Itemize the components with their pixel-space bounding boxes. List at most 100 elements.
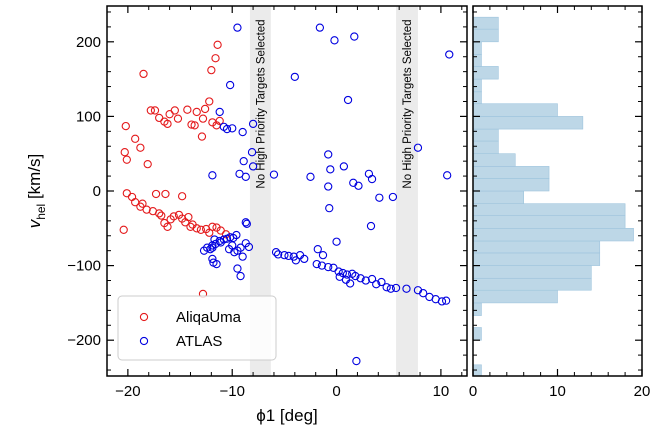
aliqauma-point xyxy=(212,223,221,232)
atlas-point xyxy=(306,172,315,181)
atlas-point xyxy=(345,279,355,288)
atlas-point xyxy=(356,274,365,283)
atlas-point xyxy=(419,289,428,298)
aliqauma-point xyxy=(139,69,148,79)
aliqauma-point xyxy=(146,106,155,115)
histogram-bar xyxy=(472,66,499,80)
aliqauma-point xyxy=(186,222,195,231)
atlas-point xyxy=(241,172,250,181)
histogram-bar xyxy=(472,240,601,254)
histogram-bar xyxy=(472,28,499,43)
aliqauma-point xyxy=(211,54,220,63)
atlas-point xyxy=(216,238,225,247)
atlas-point xyxy=(377,277,386,287)
gap-band-1 xyxy=(396,6,418,376)
atlas-point xyxy=(242,219,251,228)
atlas-point xyxy=(222,234,232,243)
aliqauma-point xyxy=(207,66,216,75)
atlas-point xyxy=(209,258,218,267)
atlas-point xyxy=(375,193,384,202)
atlas-point xyxy=(332,237,341,246)
histogram-bar xyxy=(472,190,525,204)
x-axis-label: ϕ1 [deg] xyxy=(256,406,318,425)
aliqauma-point xyxy=(163,119,172,129)
atlas-point xyxy=(339,162,349,171)
atlas-point xyxy=(208,254,217,264)
hist-x-tick-label: 0 xyxy=(469,383,477,400)
gap-band-label-0: No High Priority Targets Selected xyxy=(255,19,267,188)
y-label-main: v xyxy=(25,218,44,228)
atlas-point xyxy=(445,50,454,59)
histogram-bar xyxy=(472,302,482,316)
atlas-point xyxy=(388,192,398,202)
atlas-point xyxy=(413,143,423,152)
gap-band-0 xyxy=(249,6,271,376)
atlas-point xyxy=(326,165,335,174)
histogram-bar xyxy=(472,153,516,167)
aliqauma-point xyxy=(208,222,217,231)
aliqauma-point xyxy=(143,159,152,169)
gap-band-label-1: No High Priority Targets Selected xyxy=(402,19,414,188)
y-tick-label: 100 xyxy=(76,108,101,125)
atlas-point xyxy=(290,72,299,82)
atlas-point xyxy=(300,254,309,264)
aliqauma-point xyxy=(165,110,174,119)
aliqauma-point xyxy=(119,225,128,234)
aliqauma-point xyxy=(121,121,130,131)
histogram-bar xyxy=(472,215,626,229)
atlas-point xyxy=(228,124,237,133)
atlas-point xyxy=(219,122,229,131)
aliqauma-point xyxy=(142,205,151,214)
atlas-point xyxy=(334,267,343,276)
atlas-point xyxy=(367,274,377,284)
x-tick-label: −10 xyxy=(219,383,244,400)
aliqauma-point xyxy=(170,106,179,115)
aliqauma-point xyxy=(173,114,183,123)
atlas-point xyxy=(244,242,254,252)
atlas-point xyxy=(269,170,279,179)
aliqauma-point xyxy=(131,134,140,143)
y-label-subscript: hel xyxy=(34,204,48,220)
atlas-point xyxy=(236,271,245,281)
aliqauma-point xyxy=(183,105,192,114)
atlas-point xyxy=(350,32,359,41)
atlas-point xyxy=(233,23,242,32)
atlas-point xyxy=(273,250,283,259)
atlas-point xyxy=(199,246,209,255)
histogram-bar xyxy=(472,289,558,304)
y-label-unit: [km/s] xyxy=(25,154,44,204)
atlas-point xyxy=(236,243,245,252)
aliqauma-point xyxy=(205,97,214,106)
atlas-point xyxy=(215,107,224,117)
atlas-point xyxy=(324,262,333,272)
atlas-point xyxy=(329,263,338,272)
histogram-bar xyxy=(472,166,550,179)
histogram-bars xyxy=(472,16,634,377)
atlas-point xyxy=(280,251,289,260)
aliqauma-point xyxy=(122,155,131,164)
atlas-point xyxy=(241,218,250,227)
aliqauma-point xyxy=(190,121,199,130)
scatter-panel: No High Priority Targets Selected No High… xyxy=(25,5,468,425)
atlas-point xyxy=(313,245,322,254)
aliqauma-point xyxy=(163,222,172,231)
aliqauma-point xyxy=(196,225,206,234)
aliqauma-point xyxy=(161,189,170,199)
gap-bands: No High Priority Targets Selected No High… xyxy=(249,6,418,376)
x-tick-label: 10 xyxy=(433,383,450,400)
hist-x-tick-label: 10 xyxy=(549,383,566,400)
data-points xyxy=(119,23,454,366)
aliqauma-point xyxy=(221,230,231,239)
histogram-ticks: 0 10 20 xyxy=(469,6,650,400)
aliqauma-point xyxy=(197,132,207,141)
atlas-point xyxy=(238,252,247,261)
atlas-point xyxy=(284,251,293,261)
histogram-panel: 0 10 20 xyxy=(469,5,650,400)
atlas-point xyxy=(391,283,401,293)
histogram-bar xyxy=(472,252,601,266)
histogram-bar xyxy=(472,103,558,117)
atlas-point xyxy=(228,241,237,250)
legend-box xyxy=(117,295,277,361)
aliqauma-point xyxy=(200,104,210,114)
